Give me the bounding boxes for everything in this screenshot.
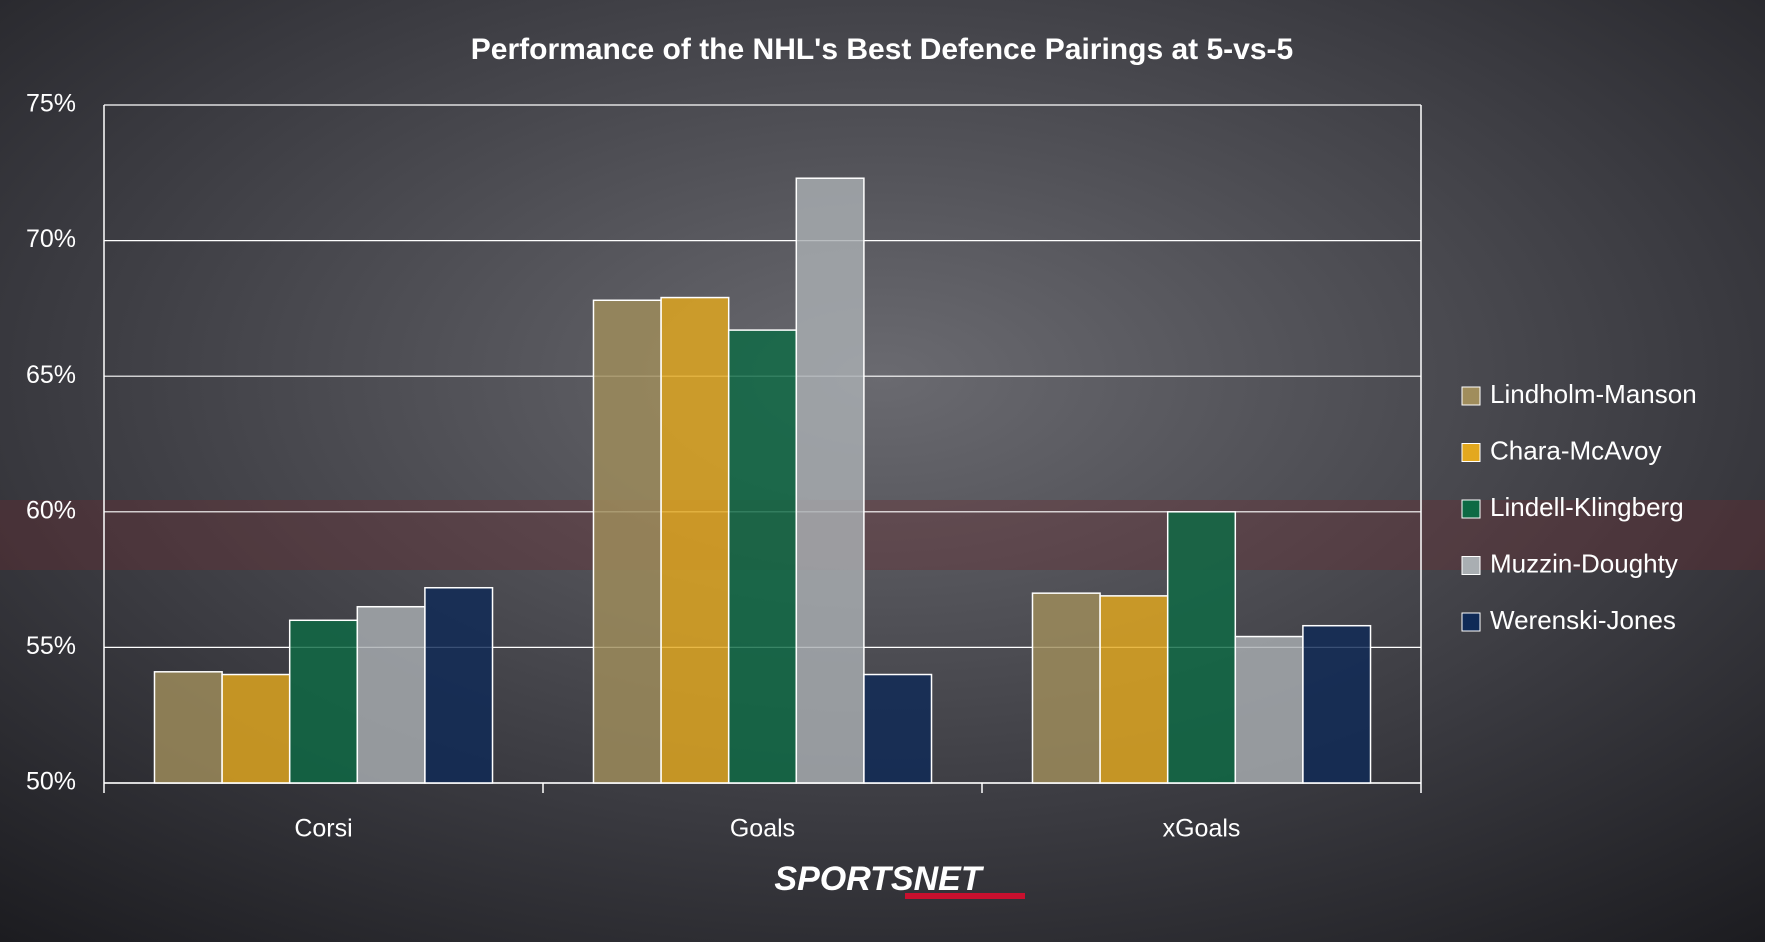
x-tick-label: xGoals: [1163, 815, 1241, 843]
y-tick-label: 50%: [26, 768, 76, 796]
bar: [356, 605, 426, 784]
legend-label: Werenski-Jones: [1490, 605, 1676, 635]
bar: [153, 671, 223, 784]
bar: [795, 177, 865, 784]
legend-label: Chara-McAvoy: [1490, 435, 1661, 465]
bar: [424, 586, 494, 784]
legend-label: Muzzin-Doughty: [1490, 548, 1678, 578]
bar: [592, 299, 662, 784]
bar: [1234, 635, 1304, 784]
bar: [1302, 624, 1372, 784]
logo: SPORTSNET: [774, 860, 984, 898]
chart-title: Performance of the NHL's Best Defence Pa…: [471, 33, 1293, 66]
legend-swatch: [1461, 386, 1481, 406]
bar: [863, 673, 933, 784]
bar: [1031, 592, 1101, 784]
y-tick-label: 65%: [26, 361, 76, 389]
bar: [1099, 595, 1169, 784]
legend-swatch: [1461, 499, 1481, 519]
y-tick-label: 60%: [26, 496, 76, 524]
bar: [1166, 511, 1237, 784]
y-tick-label: 55%: [26, 632, 76, 660]
x-tick-label: Corsi: [294, 815, 352, 843]
logo-swoosh: [905, 893, 1025, 899]
bar: [221, 673, 291, 784]
legend-swatch: [1461, 612, 1481, 632]
legend-label: Lindell-Klingberg: [1490, 492, 1684, 522]
legend-swatch: [1461, 556, 1481, 575]
x-tick-label: Goals: [730, 815, 795, 843]
bar: [288, 619, 359, 784]
legend-label: Lindholm-Manson: [1490, 379, 1697, 409]
legend-swatch: [1461, 443, 1481, 462]
y-tick-label: 70%: [26, 225, 76, 253]
bar: [727, 329, 798, 784]
y-tick-label: 75%: [26, 90, 76, 118]
bar: [660, 296, 730, 784]
